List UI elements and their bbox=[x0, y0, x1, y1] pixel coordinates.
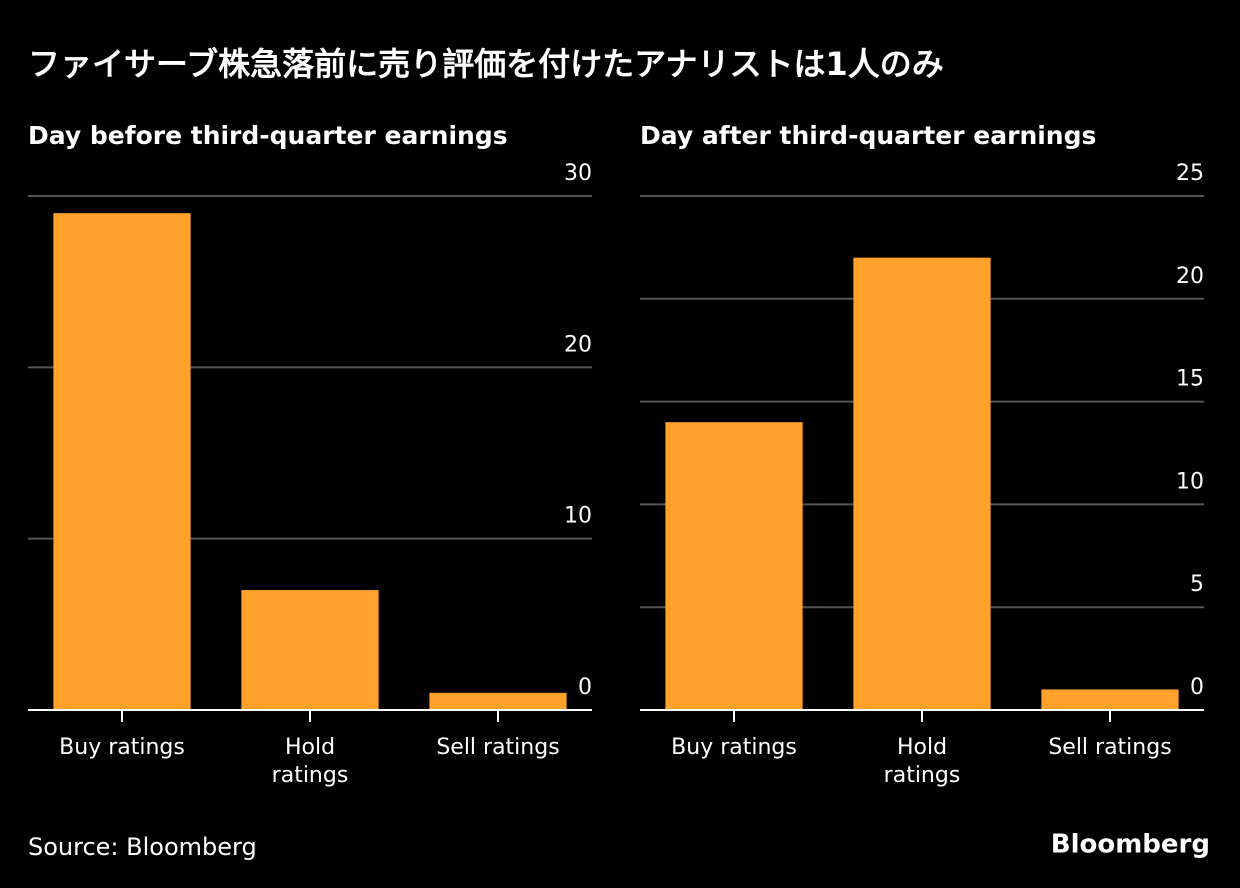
panel-title: Day before third-quarter earnings bbox=[28, 121, 508, 150]
y-tick-label: 0 bbox=[1190, 675, 1204, 700]
panel-title: Day after third-quarter earnings bbox=[640, 121, 1096, 150]
y-tick-label: 0 bbox=[578, 675, 592, 700]
logo: Bloomberg bbox=[1051, 830, 1210, 860]
bar bbox=[853, 257, 991, 710]
source: Source: Bloomberg bbox=[28, 833, 257, 861]
bar bbox=[665, 422, 803, 710]
y-tick-label: 25 bbox=[1176, 161, 1204, 186]
bar bbox=[53, 213, 191, 710]
y-tick-label: 10 bbox=[564, 504, 592, 529]
y-tick-label: 5 bbox=[1190, 572, 1204, 597]
y-tick-label: 30 bbox=[564, 161, 592, 186]
y-tick-label: 20 bbox=[564, 332, 592, 357]
x-tick-label: Sell ratings bbox=[436, 735, 560, 760]
y-tick-label: 20 bbox=[1176, 264, 1204, 289]
bar bbox=[1041, 689, 1179, 710]
y-tick-label: 15 bbox=[1176, 367, 1204, 392]
x-tick-label: Sell ratings bbox=[1048, 735, 1172, 760]
x-tick-label: Buy ratings bbox=[671, 735, 797, 760]
x-tick-label: Hold ratings bbox=[883, 735, 961, 788]
chart-title: ファイサーブ株急落前に売り評価を付けたアナリストは1人のみ bbox=[28, 45, 944, 83]
y-tick-label: 10 bbox=[1176, 469, 1204, 494]
bar bbox=[429, 692, 567, 710]
x-tick-label: Buy ratings bbox=[59, 735, 185, 760]
x-tick-label: Hold ratings bbox=[271, 735, 349, 788]
bar bbox=[241, 590, 379, 710]
